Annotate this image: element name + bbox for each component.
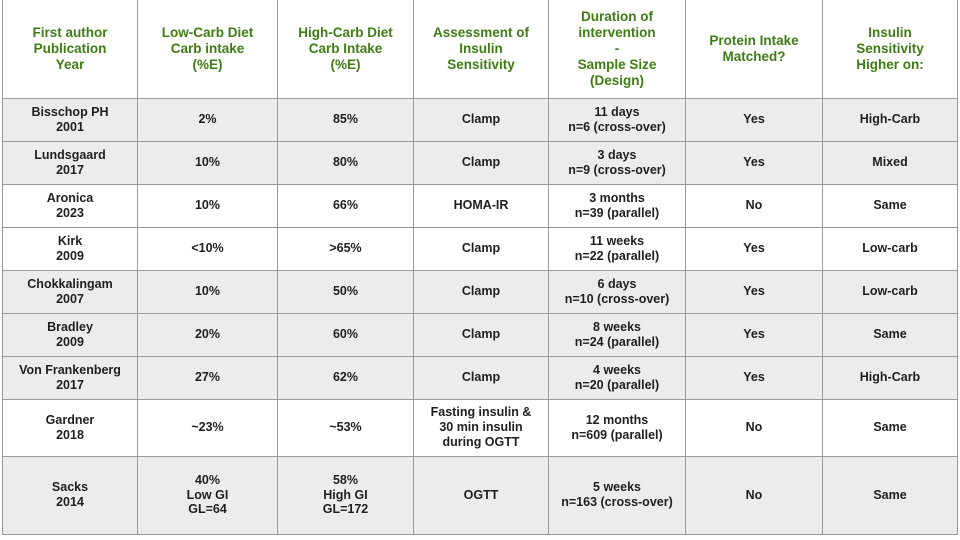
cell-protein: Yes (685, 226, 823, 271)
table-row: Chokkalingam 2007 10% 50% Clamp 6 days n… (2, 269, 958, 314)
table-row: Sacks 2014 40% Low GI GL=64 58% High GI … (2, 455, 958, 535)
cell-high-carb: ~53% (277, 398, 414, 457)
header-duration-sample: Duration of intervention - Sample Size (… (548, 0, 686, 99)
cell-result: High-Carb (822, 355, 958, 400)
cell-protein: No (685, 455, 823, 535)
cell-assessment: OGTT (413, 455, 549, 535)
cell-assessment: Clamp (413, 355, 549, 400)
cell-result: Low-carb (822, 269, 958, 314)
cell-result: Same (822, 455, 958, 535)
table-row: Gardner 2018 ~23% ~53% Fasting insulin &… (2, 398, 958, 457)
cell-study: Bisschop PH 2001 (2, 97, 138, 142)
table-row: Lundsgaard 2017 10% 80% Clamp 3 days n=9… (2, 140, 958, 185)
cell-assessment: Clamp (413, 312, 549, 357)
cell-study: Gardner 2018 (2, 398, 138, 457)
cell-duration: 11 weeks n=22 (parallel) (548, 226, 686, 271)
cell-result: Same (822, 312, 958, 357)
cell-protein: Yes (685, 312, 823, 357)
cell-assessment: Clamp (413, 140, 549, 185)
cell-low-carb: 10% (137, 140, 278, 185)
cell-high-carb: 58% High GI GL=172 (277, 455, 414, 535)
cell-high-carb: 50% (277, 269, 414, 314)
cell-result: Low-carb (822, 226, 958, 271)
cell-duration: 11 days n=6 (cross-over) (548, 97, 686, 142)
cell-assessment: Clamp (413, 97, 549, 142)
cell-high-carb: 60% (277, 312, 414, 357)
cell-low-carb: 20% (137, 312, 278, 357)
header-high-carb-intake: High-Carb Diet Carb Intake (%E) (277, 0, 414, 99)
cell-protein: Yes (685, 97, 823, 142)
table-row: Bisschop PH 2001 2% 85% Clamp 11 days n=… (2, 97, 958, 142)
header-low-carb-intake: Low-Carb Diet Carb intake (%E) (137, 0, 278, 99)
cell-study: Von Frankenberg 2017 (2, 355, 138, 400)
header-first-author: First author Publication Year (2, 0, 138, 99)
cell-high-carb: >65% (277, 226, 414, 271)
cell-study: Chokkalingam 2007 (2, 269, 138, 314)
cell-assessment: Clamp (413, 226, 549, 271)
cell-low-carb: 10% (137, 183, 278, 228)
cell-duration: 3 days n=9 (cross-over) (548, 140, 686, 185)
cell-high-carb: 80% (277, 140, 414, 185)
cell-duration: 8 weeks n=24 (parallel) (548, 312, 686, 357)
cell-result: Same (822, 183, 958, 228)
cell-high-carb: 66% (277, 183, 414, 228)
cell-protein: No (685, 183, 823, 228)
header-row: First author Publication Year Low-Carb D… (2, 0, 958, 99)
cell-protein: No (685, 398, 823, 457)
cell-low-carb: 27% (137, 355, 278, 400)
cell-protein: Yes (685, 355, 823, 400)
cell-study: Lundsgaard 2017 (2, 140, 138, 185)
cell-result: Mixed (822, 140, 958, 185)
cell-low-carb: 2% (137, 97, 278, 142)
table-row: Von Frankenberg 2017 27% 62% Clamp 4 wee… (2, 355, 958, 400)
cell-duration: 5 weeks n=163 (cross-over) (548, 455, 686, 535)
cell-low-carb: <10% (137, 226, 278, 271)
cell-assessment: Clamp (413, 269, 549, 314)
cell-high-carb: 85% (277, 97, 414, 142)
cell-result: High-Carb (822, 97, 958, 142)
cell-result: Same (822, 398, 958, 457)
header-protein-matched: Protein Intake Matched? (685, 0, 823, 99)
cell-duration: 6 days n=10 (cross-over) (548, 269, 686, 314)
header-sensitivity-higher: Insulin Sensitivity Higher on: (822, 0, 958, 99)
cell-high-carb: 62% (277, 355, 414, 400)
table-row: Aronica 2023 10% 66% HOMA-IR 3 months n=… (2, 183, 958, 228)
cell-study: Kirk 2009 (2, 226, 138, 271)
cell-assessment: Fasting insulin & 30 min insulin during … (413, 398, 549, 457)
cell-study: Sacks 2014 (2, 455, 138, 535)
cell-duration: 4 weeks n=20 (parallel) (548, 355, 686, 400)
cell-low-carb: 40% Low GI GL=64 (137, 455, 278, 535)
table-row: Kirk 2009 <10% >65% Clamp 11 weeks n=22 … (2, 226, 958, 271)
table-row: Bradley 2009 20% 60% Clamp 8 weeks n=24 … (2, 312, 958, 357)
cell-protein: Yes (685, 269, 823, 314)
cell-low-carb: ~23% (137, 398, 278, 457)
cell-study: Aronica 2023 (2, 183, 138, 228)
cell-low-carb: 10% (137, 269, 278, 314)
cell-duration: 3 months n=39 (parallel) (548, 183, 686, 228)
cell-protein: Yes (685, 140, 823, 185)
cell-assessment: HOMA-IR (413, 183, 549, 228)
cell-study: Bradley 2009 (2, 312, 138, 357)
header-assessment: Assessment of Insulin Sensitivity (413, 0, 549, 99)
cell-duration: 12 months n=609 (parallel) (548, 398, 686, 457)
